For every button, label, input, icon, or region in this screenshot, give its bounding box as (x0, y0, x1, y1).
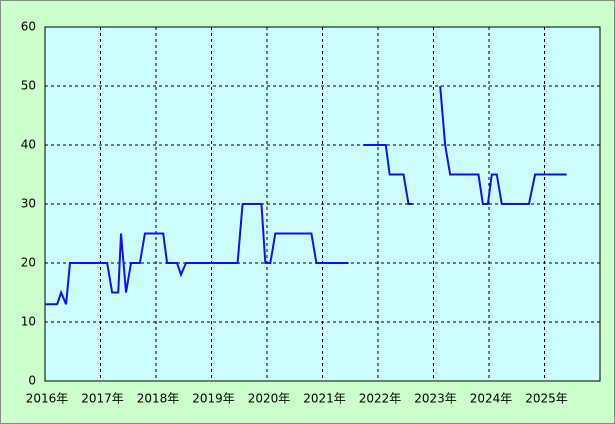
x-tick-label: 2023年 (414, 392, 457, 406)
y-tick-label: 10 (21, 315, 36, 329)
data-line (363, 144, 413, 205)
data-line (45, 203, 349, 306)
y-tick-label: 0 (28, 374, 36, 388)
y-tick-label: 40 (21, 138, 36, 152)
y-tick-label: 30 (21, 197, 36, 211)
y-tick-label: 20 (21, 256, 36, 270)
x-tick-label: 2024年 (470, 392, 513, 406)
y-tick-label: 60 (21, 20, 36, 34)
x-tick-label: 2017年 (81, 392, 124, 406)
x-tick-label: 2019年 (192, 392, 235, 406)
x-tick-label: 2021年 (303, 392, 346, 406)
x-tick-label: 2016年 (26, 392, 69, 406)
x-tick-label: 2022年 (359, 392, 402, 406)
x-tick-label: 2025年 (525, 392, 568, 406)
x-tick-label: 2020年 (248, 392, 291, 406)
y-tick-label: 50 (21, 79, 36, 93)
x-tick-label: 2018年 (137, 392, 180, 406)
data-line (439, 85, 567, 205)
